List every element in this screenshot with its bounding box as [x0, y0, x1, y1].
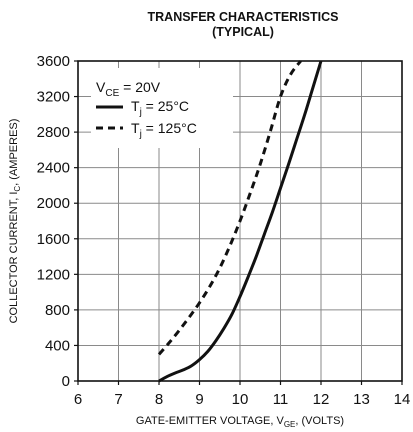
- y-tick-label: 1600: [37, 231, 70, 248]
- x-axis-label-base: GATE-EMITTER VOLTAGE, V: [136, 415, 285, 427]
- y-tick-label: 2800: [37, 124, 70, 141]
- y-tick-label: 3200: [37, 89, 70, 106]
- legend-series-125c-base: T: [131, 120, 140, 136]
- series-line-tj-125c: [157, 60, 302, 356]
- y-tick-label: 2000: [37, 195, 70, 212]
- legend-series-125c-suffix: = 125°C: [142, 120, 197, 136]
- legend-condition-subscript: CE: [105, 88, 119, 99]
- grid-lines: [78, 61, 402, 381]
- x-tick-label: 11: [273, 391, 289, 408]
- x-axis-ticks: 6 7 8 9 10 11 12 13 14: [74, 381, 411, 408]
- legend-series-25c-suffix: = 25°C: [142, 98, 189, 114]
- legend-condition-base: V: [96, 79, 106, 95]
- x-tick-label: 8: [155, 391, 163, 408]
- y-tick-label: 800: [45, 302, 70, 319]
- x-axis-label: GATE-EMITTER VOLTAGE, VGE, (VOLTS): [136, 415, 344, 429]
- legend-series-125c: Tj = 125°C: [131, 120, 197, 140]
- y-axis-label-base: COLLECTOR CURRENT, I: [8, 192, 20, 324]
- y-axis-ticks: 0 400 800 1200 1600 2000 2400 2800 3200 3600: [37, 53, 78, 390]
- x-tick-label: 7: [114, 391, 122, 408]
- x-axis-label-subscript: GE: [284, 420, 296, 429]
- chart-subtitle: (TYPICAL): [212, 25, 274, 39]
- y-tick-label: 0: [62, 373, 70, 390]
- y-axis-label-suffix: , (AMPERES): [8, 119, 20, 186]
- y-tick-label: 2400: [37, 160, 70, 177]
- legend-series-25c-base: T: [131, 98, 140, 114]
- y-tick-label: 3600: [37, 53, 70, 70]
- y-axis-label: COLLECTOR CURRENT, IC, (AMPERES): [8, 119, 22, 324]
- chart-title: TRANSFER CHARACTERISTICS: [148, 10, 339, 24]
- x-tick-label: 10: [232, 391, 249, 408]
- legend-series-25c: Tj = 25°C: [131, 98, 189, 118]
- legend: VCE = 20V Tj = 25°C Tj = 125°C: [91, 68, 233, 148]
- legend-condition-suffix: = 20V: [119, 79, 161, 95]
- x-tick-label: 12: [313, 391, 330, 408]
- y-tick-label: 400: [45, 337, 70, 354]
- x-tick-label: 13: [353, 391, 370, 408]
- series-line-tj-25c: [158, 60, 323, 383]
- x-tick-label: 9: [195, 391, 203, 408]
- y-tick-label: 1200: [37, 266, 70, 283]
- x-tick-label: 6: [74, 391, 82, 408]
- x-tick-label: 14: [394, 391, 411, 408]
- x-axis-label-suffix: , (VOLTS): [295, 415, 344, 427]
- y-axis-label-subscript: C: [13, 186, 22, 192]
- legend-condition: VCE = 20V: [96, 79, 161, 99]
- plot-area: [77, 60, 403, 383]
- legend-series-125c-subscript: j: [139, 129, 142, 140]
- legend-series-25c-subscript: j: [139, 107, 142, 118]
- data-series-group: [157, 60, 323, 383]
